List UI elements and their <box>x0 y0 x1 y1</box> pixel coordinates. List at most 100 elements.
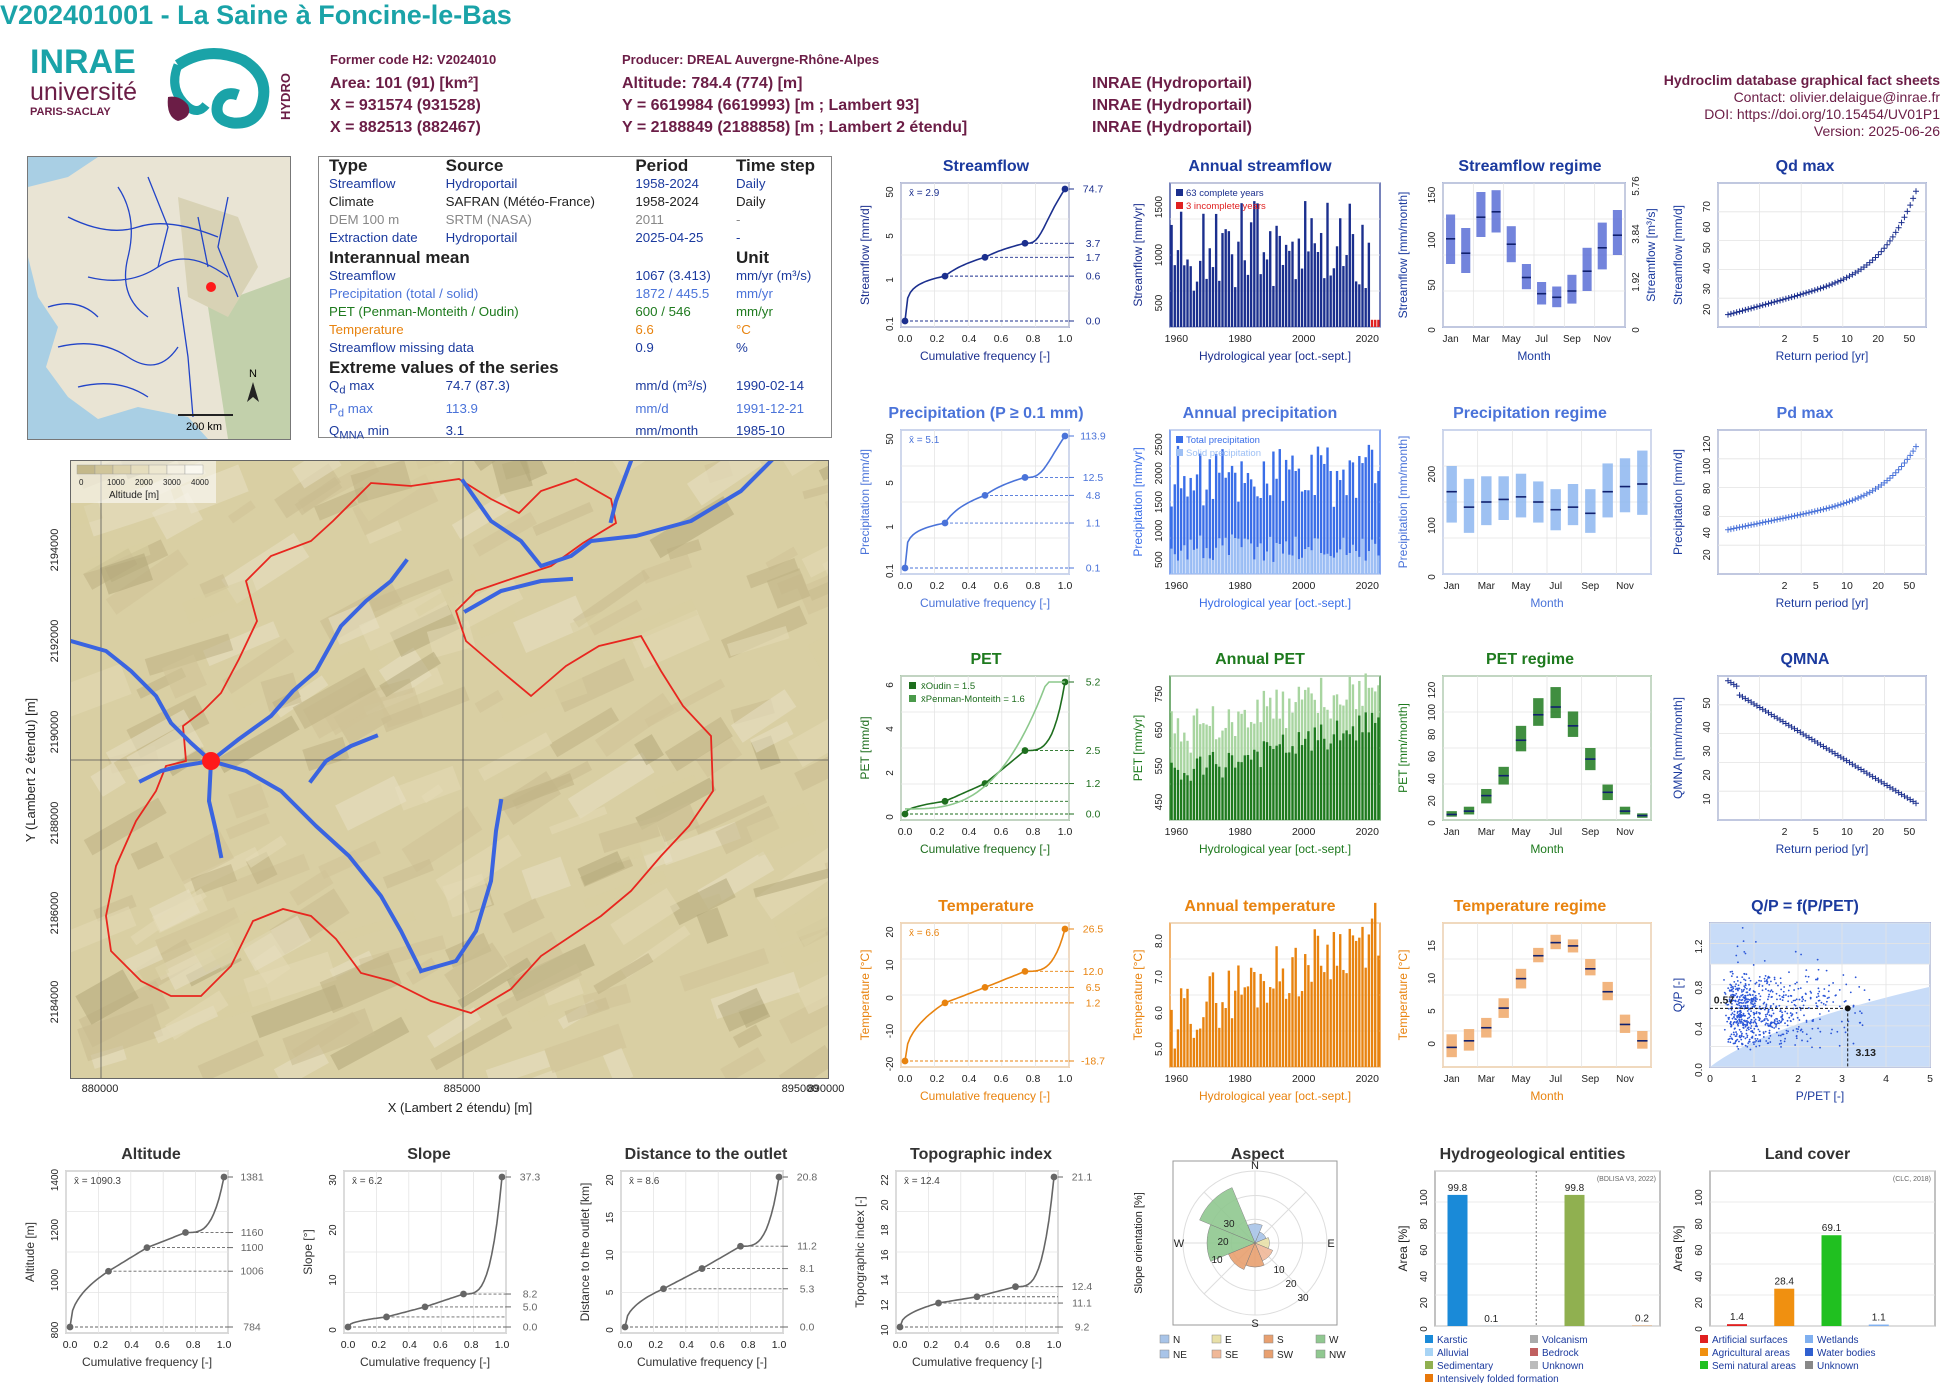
x-axis-label: Month <box>1530 842 1563 856</box>
mean-label: x̄ = 6.2 <box>352 1176 383 1187</box>
y-tick-label: 1400 <box>50 1168 61 1191</box>
y-tick-label: 16 <box>880 1249 891 1261</box>
bar <box>1371 320 1373 327</box>
scatter-point <box>1741 1036 1743 1038</box>
y-tick-label: 100 <box>1419 1189 1430 1206</box>
scatter-point <box>1734 1042 1736 1044</box>
y-tick-label: 12 <box>880 1299 891 1311</box>
bar <box>1320 966 1322 1067</box>
scatter-point <box>1748 984 1750 986</box>
bar <box>1336 721 1338 820</box>
x-tick-label: 1.0 <box>1058 1073 1073 1085</box>
mean-label: x̄ = 1090.3 <box>74 1176 121 1187</box>
x-tick-label: 20 <box>1872 580 1884 592</box>
bar-solid <box>1259 543 1261 574</box>
y-tick-label: 40 <box>1427 773 1438 785</box>
bar-solid <box>1364 561 1366 574</box>
bar <box>1294 948 1296 1067</box>
y-tick-label: 800 <box>50 1321 61 1338</box>
x-tick-label: 1.0 <box>1058 580 1073 592</box>
doi-link[interactable]: DOI: https://doi.org/10.15454/UV01P1 <box>1704 106 1940 122</box>
bar <box>1361 732 1363 820</box>
scatter-point <box>1741 995 1743 997</box>
plot-frame <box>1718 183 1926 327</box>
bar-solid <box>1361 539 1363 574</box>
chart-title: Hydrogeological entities <box>1440 1146 1626 1163</box>
scatter-point <box>1797 1031 1799 1033</box>
y-tick-label: 20 <box>328 1224 339 1236</box>
pct-bar <box>1448 1195 1468 1326</box>
x-tick-label: 1.0 <box>495 1339 510 1351</box>
scatter-point <box>1752 1041 1754 1043</box>
scatter-point <box>1742 927 1744 929</box>
scatter-point <box>1745 995 1747 997</box>
bar-solid <box>1215 548 1217 574</box>
scatter-point <box>1766 979 1768 981</box>
scatter-point <box>1762 985 1764 987</box>
scatter-point <box>1734 1000 1736 1002</box>
quantile-point <box>982 254 989 261</box>
scatter-point <box>1817 978 1819 980</box>
scatter-point <box>1774 1023 1776 1025</box>
box <box>1585 959 1595 975</box>
bar <box>1228 971 1230 1067</box>
bar-solid <box>1275 543 1277 574</box>
legend-label: Solid precipitation <box>1186 448 1261 459</box>
bar <box>1345 730 1347 820</box>
rose-tick-w: 10 <box>1211 1255 1223 1266</box>
mean-label: x̄ = 2.9 <box>909 188 940 199</box>
scatter-point <box>1736 996 1738 998</box>
scatter-point <box>1751 1037 1753 1039</box>
box <box>1583 248 1592 291</box>
scatter-point <box>1780 989 1782 991</box>
y-axis-label: Temperature [°C] <box>1396 950 1410 1041</box>
x-tick-label: 2020 <box>1356 580 1380 592</box>
right-tick-label: -18.7 <box>1081 1056 1105 1068</box>
scatter-point <box>1758 993 1760 995</box>
bar <box>1314 727 1316 820</box>
x-tick-label: 0.4 <box>679 1339 694 1351</box>
scatter-point <box>1740 1005 1742 1007</box>
legend-swatch <box>1425 1348 1433 1356</box>
bar <box>1266 259 1268 327</box>
y-axis-label: Streamflow [mm/d] <box>858 205 872 305</box>
bar <box>1279 981 1281 1067</box>
scatter-point <box>1779 1010 1781 1012</box>
scatter-point <box>1819 1047 1821 1049</box>
map-y-tick: 2192000 <box>49 620 61 663</box>
scatter-point <box>1825 1004 1827 1006</box>
bar-solid <box>1174 554 1176 574</box>
bar-solid <box>1180 551 1182 574</box>
y-tick-label: 60 <box>1427 751 1438 763</box>
scatter-point <box>1786 1032 1788 1034</box>
y-tick-label: 20 <box>605 1174 616 1186</box>
x-axis-label: P/PET [-] <box>1796 1089 1844 1103</box>
bar-solid <box>1279 544 1281 574</box>
right-tick-label: 4.8 <box>1086 490 1101 502</box>
bar <box>1221 233 1223 327</box>
y-tick-label: 60 <box>1702 221 1713 233</box>
y-tick-label: 50 <box>1702 242 1713 254</box>
y-tick-label: 1000 <box>1154 243 1165 266</box>
y-tick-label: 1 <box>885 277 896 283</box>
scatter-point <box>1793 1000 1795 1002</box>
x-tick-label: 0.6 <box>994 333 1009 345</box>
bar <box>1342 970 1344 1067</box>
bar-solid <box>1291 556 1293 574</box>
right-tick-label: 5.76 <box>1631 176 1642 196</box>
bar-solid <box>1304 549 1306 574</box>
bar <box>1177 1029 1179 1067</box>
bar <box>1314 243 1316 327</box>
scatter-point <box>1738 1015 1740 1017</box>
bar <box>1256 752 1258 820</box>
scatter-point <box>1796 998 1798 1000</box>
scatter-point <box>1732 973 1734 975</box>
col-step: Time step <box>732 157 837 175</box>
scatter-point <box>1753 1028 1755 1030</box>
y-axis-label: Distance to the outlet [km] <box>578 1183 592 1322</box>
source-note: (CLC, 2018) <box>1893 1176 1931 1183</box>
bar <box>1269 987 1271 1067</box>
